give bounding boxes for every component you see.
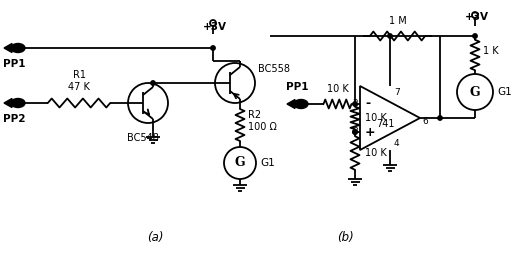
Circle shape [353,130,357,134]
Text: BC548: BC548 [127,133,159,143]
Text: 10 K: 10 K [365,148,387,158]
Text: 741: 741 [376,119,394,129]
Text: 7: 7 [394,88,400,97]
Text: G1: G1 [497,87,512,97]
Text: G: G [235,156,245,169]
Text: R2
100 Ω: R2 100 Ω [248,110,277,132]
Text: PP2: PP2 [3,114,25,124]
Text: 4: 4 [394,139,400,148]
Text: PP1: PP1 [3,59,25,69]
Text: PP1: PP1 [286,82,308,92]
Text: 1 M: 1 M [388,16,406,26]
Text: -: - [365,98,370,110]
Ellipse shape [11,98,25,107]
Text: 1 K: 1 K [483,46,499,56]
Text: G1: G1 [260,158,275,168]
Text: (a): (a) [147,231,163,244]
Text: G: G [470,85,480,98]
Circle shape [438,116,442,120]
Text: 10 K: 10 K [365,113,387,123]
Circle shape [388,34,392,38]
Text: (b): (b) [336,231,354,244]
Text: 6: 6 [422,118,428,127]
Text: BC558: BC558 [258,64,290,74]
Polygon shape [287,99,295,109]
Ellipse shape [11,44,25,52]
Circle shape [151,81,155,85]
Circle shape [473,34,477,38]
Circle shape [353,130,357,134]
Ellipse shape [294,99,308,109]
Text: 10 K: 10 K [327,84,348,94]
Circle shape [211,46,215,50]
Text: +3V: +3V [203,22,227,32]
Circle shape [353,102,357,106]
Text: 3: 3 [352,127,358,136]
Polygon shape [4,44,12,52]
Text: R1
47 K: R1 47 K [68,70,90,92]
Text: 2: 2 [353,99,358,109]
Text: +: + [365,126,375,139]
Text: +3V: +3V [465,12,489,22]
Polygon shape [4,98,12,107]
